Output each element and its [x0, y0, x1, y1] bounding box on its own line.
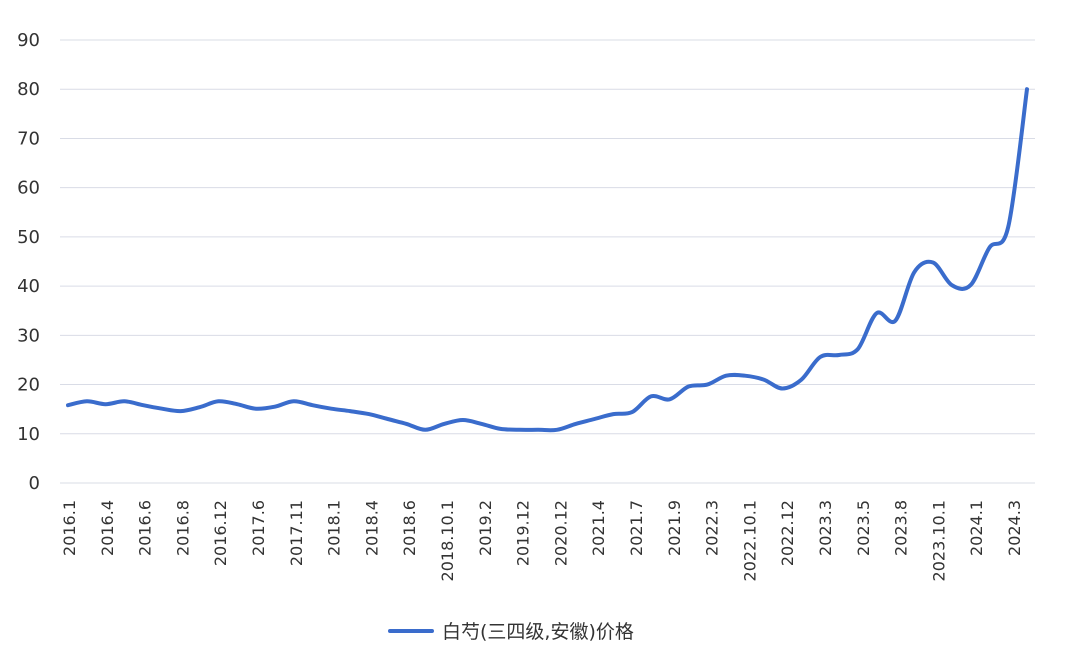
y-axis: 0 10 20 30 40 50 60 70 80 90 — [17, 30, 40, 494]
y-tick-label: 10 — [17, 424, 40, 445]
x-tick-label: 2016.4 — [98, 500, 117, 556]
x-tick-label: 2023.10.1 — [929, 500, 948, 581]
series-layer — [66, 87, 1029, 433]
x-tick-label: 2020.12 — [551, 500, 570, 566]
y-tick-label: 60 — [17, 178, 40, 199]
x-tick-label: 2021.7 — [627, 500, 646, 556]
x-tick-label: 2023.3 — [816, 500, 835, 556]
x-tick-label: 2018.1 — [325, 500, 344, 556]
x-tick-label: 2024.3 — [1005, 500, 1024, 556]
x-axis: 2016.1 2016.4 2016.6 2016.8 2016.12 2017.6 201… — [60, 500, 1024, 581]
x-tick-label: 2016.12 — [211, 500, 230, 566]
x-tick-label: 2016.8 — [173, 500, 192, 556]
x-tick-label: 2019.2 — [476, 500, 495, 556]
x-tick-label: 2022.10.1 — [740, 500, 759, 581]
x-tick-label: 2019.12 — [514, 500, 533, 566]
legend: 白芍(三四级,安徽)价格 — [388, 621, 634, 643]
x-tick-label: 2023.5 — [854, 500, 873, 556]
x-tick-label: 2024.1 — [967, 500, 986, 556]
legend-label: 白芍(三四级,安徽)价格 — [442, 621, 634, 643]
y-tick-label: 40 — [17, 276, 40, 297]
x-tick-label: 2023.8 — [892, 500, 911, 556]
grid-layer — [60, 39, 1035, 484]
y-tick-label: 30 — [17, 325, 40, 346]
y-tick-label: 80 — [17, 79, 40, 100]
x-tick-label: 2022.3 — [703, 500, 722, 556]
y-tick-label: 70 — [17, 128, 40, 149]
x-tick-label: 2017.6 — [249, 500, 268, 556]
x-tick-label: 2018.6 — [400, 500, 419, 556]
y-tick-label: 90 — [17, 30, 40, 51]
y-tick-label: 0 — [29, 473, 40, 494]
x-tick-label: 2017.11 — [287, 500, 306, 566]
x-tick-label: 2021.4 — [589, 500, 608, 556]
x-tick-label: 2016.6 — [136, 500, 155, 556]
x-tick-label: 2022.12 — [778, 500, 797, 566]
x-tick-label: 2016.1 — [60, 500, 79, 556]
x-tick-label: 2018.4 — [362, 500, 381, 556]
series-line-0 — [66, 87, 1029, 433]
y-tick-label: 50 — [17, 227, 40, 248]
y-tick-label: 20 — [17, 375, 40, 396]
x-tick-label: 2021.9 — [665, 500, 684, 556]
x-tick-label: 2018.10.1 — [438, 500, 457, 581]
